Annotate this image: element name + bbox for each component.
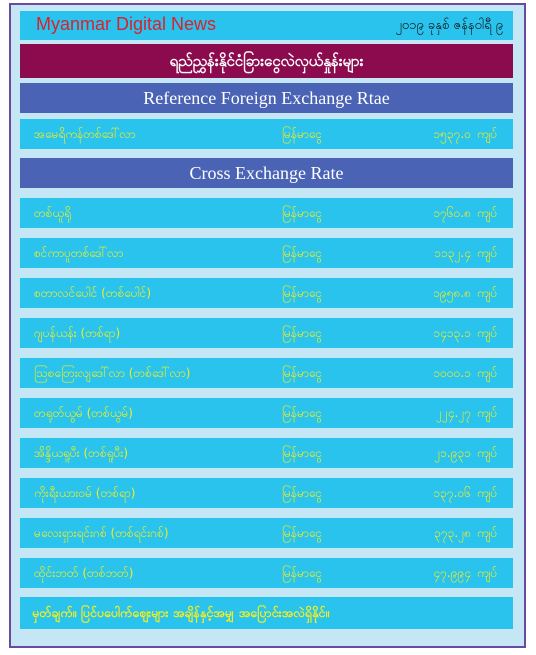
kyat-label: ကျပ် [476,326,497,340]
rate-value: ၁၇၆၀.၈ [433,206,471,220]
kyat-label: ကျပ် [476,526,497,540]
rate-value: ၄၇.၉၉၄ [433,566,471,580]
cross-section-header: Cross Exchange Rate [20,158,513,188]
unit-label: မြန်မာငွေ [282,526,323,540]
unit-label: မြန်မာငွေ [282,566,323,580]
cross-rate-row: ဂျပန်ယန်း (တစ်ရာ) မြန်မာငွေ ၁၄၁၃.၁ ကျပ် [20,318,513,348]
currency-name: ထိုင်းဘတ် (တစ်ဘတ်) [34,566,134,580]
cross-rate-row: ဩစတြေးလျဒေါ်လာ (တစ်ဒေါ်လာ) မြန်မာငွေ ၁၀၀… [20,358,513,388]
unit-label: မြန်မာငွေ [282,326,323,340]
rate-value: ၁၁၃၂.၄ [434,246,471,260]
currency-name: အိန္ဒိယရူပီး (တစ်ရူပီး) [34,446,129,460]
cross-rate-row: မလေးရှားရင်းဂစ် (တစ်ရင်းဂစ်) မြန်မာငွေ ၃… [20,518,513,548]
rate-value: ၃၇၃.၂၈ [434,526,471,540]
unit-label: မြန်မာငွေ [282,446,323,460]
cross-rate-row: အိန္ဒိယရူပီး (တစ်ရူပီး) မြန်မာငွေ ၂၁.၉၃၁… [20,438,513,468]
cross-rate-row: စတာလင်ပေါင် (တစ်ပေါင်) မြန်မာငွေ ၁၉၅၈.၈ … [20,278,513,308]
currency-name: မလေးရှားရင်းဂစ် (တစ်ရင်းဂစ်) [34,526,169,540]
kyat-label: ကျပ် [476,206,497,220]
cross-rate-row: တစ်ယူရို မြန်မာငွေ ၁၇၆၀.၈ ကျပ် [20,198,513,228]
date-label: ၂၀၁၉ ခုနှစ် ဇန်နဝါရီ ၉ [395,18,503,33]
kyat-label: ကျပ် [476,446,497,460]
currency-name: ဩစတြေးလျဒေါ်လာ (တစ်ဒေါ်လာ) [34,366,191,380]
rate-value: ၁၃၇.၀၆ [433,486,471,500]
kyat-label: ကျပ် [476,127,497,141]
rate-value: ၁၅၃၇.၀ [433,127,471,141]
kyat-label: ကျပ် [476,246,497,260]
currency-name: အမေရိကန်တစ်ဒေါ်လာ [34,127,136,141]
cross-rate-row: တရုတ်ယွမ် (တစ်ယွမ်) မြန်မာငွေ ၂၂၄.၂၇ ကျပ… [20,398,513,428]
rate-value: ၁၄၁၃.၁ [433,326,471,340]
reference-rate-row: အမေရိကန်တစ်ဒေါ်လာ မြန်မာငွေ ၁၅၃၇.၀ ကျပ် [20,119,513,149]
footer-note: မှတ်ချက်။ ပြင်ပပေါက်ဈေးများ အချိန်နှင့်အ… [20,597,513,629]
kyat-label: ကျပ် [476,366,497,380]
page-title: ရည်ညွှန်းနိုင်ငံခြားငွေလဲလှယ်နှုန်းများ [20,44,513,78]
kyat-label: ကျပ် [476,406,497,420]
kyat-label: ကျပ် [476,566,497,580]
unit-label: မြန်မာငွေ [282,286,323,300]
rate-value: ၂၂၄.၂၇ [436,406,471,420]
cross-rate-row: ထိုင်းဘတ် (တစ်ဘတ်) မြန်မာငွေ ၄၇.၉၉၄ ကျပ် [20,558,513,588]
currency-name: တရုတ်ယွမ် (တစ်ယွမ်) [34,406,133,420]
rate-value: ၁၀၀၀.၁ [433,366,471,380]
currency-name: ကိုးရီးယားဝမ် (တစ်ရာ) [34,486,136,500]
rate-value: ၁၉၅၈.၈ [433,286,471,300]
cross-rate-row: စင်ကာပူတစ်ဒေါ်လာ မြန်မာငွေ ၁၁၃၂.၄ ကျပ် [20,238,513,268]
unit-label: မြန်မာငွေ [282,366,323,380]
currency-name: စင်ကာပူတစ်ဒေါ်လာ [34,246,124,260]
site-name: Myanmar Digital News [36,14,217,34]
currency-name: ဂျပန်ယန်း (တစ်ရာ) [34,326,121,340]
kyat-label: ကျပ် [476,286,497,300]
unit-label: မြန်မာငွေ [282,486,323,500]
currency-name: စတာလင်ပေါင် (တစ်ပေါင်) [34,286,152,300]
currency-name: တစ်ယူရို [34,206,71,220]
header-bar: Myanmar Digital News ၂၀၁၉ ခုနှစ် ဇန်နဝါရ… [20,11,513,40]
unit-label: မြန်မာငွေ [282,246,323,260]
kyat-label: ကျပ် [476,486,497,500]
unit-label: မြန်မာငွေ [282,127,323,141]
unit-label: မြန်မာငွေ [282,406,323,420]
rate-value: ၂၁.၉၃၁ [434,446,471,460]
unit-label: မြန်မာငွေ [282,206,323,220]
cross-rate-row: ကိုးရီးယားဝမ် (တစ်ရာ) မြန်မာငွေ ၁၃၇.၀၆ က… [20,478,513,508]
reference-section-header: Reference Foreign Exchange Rtae [20,83,513,113]
